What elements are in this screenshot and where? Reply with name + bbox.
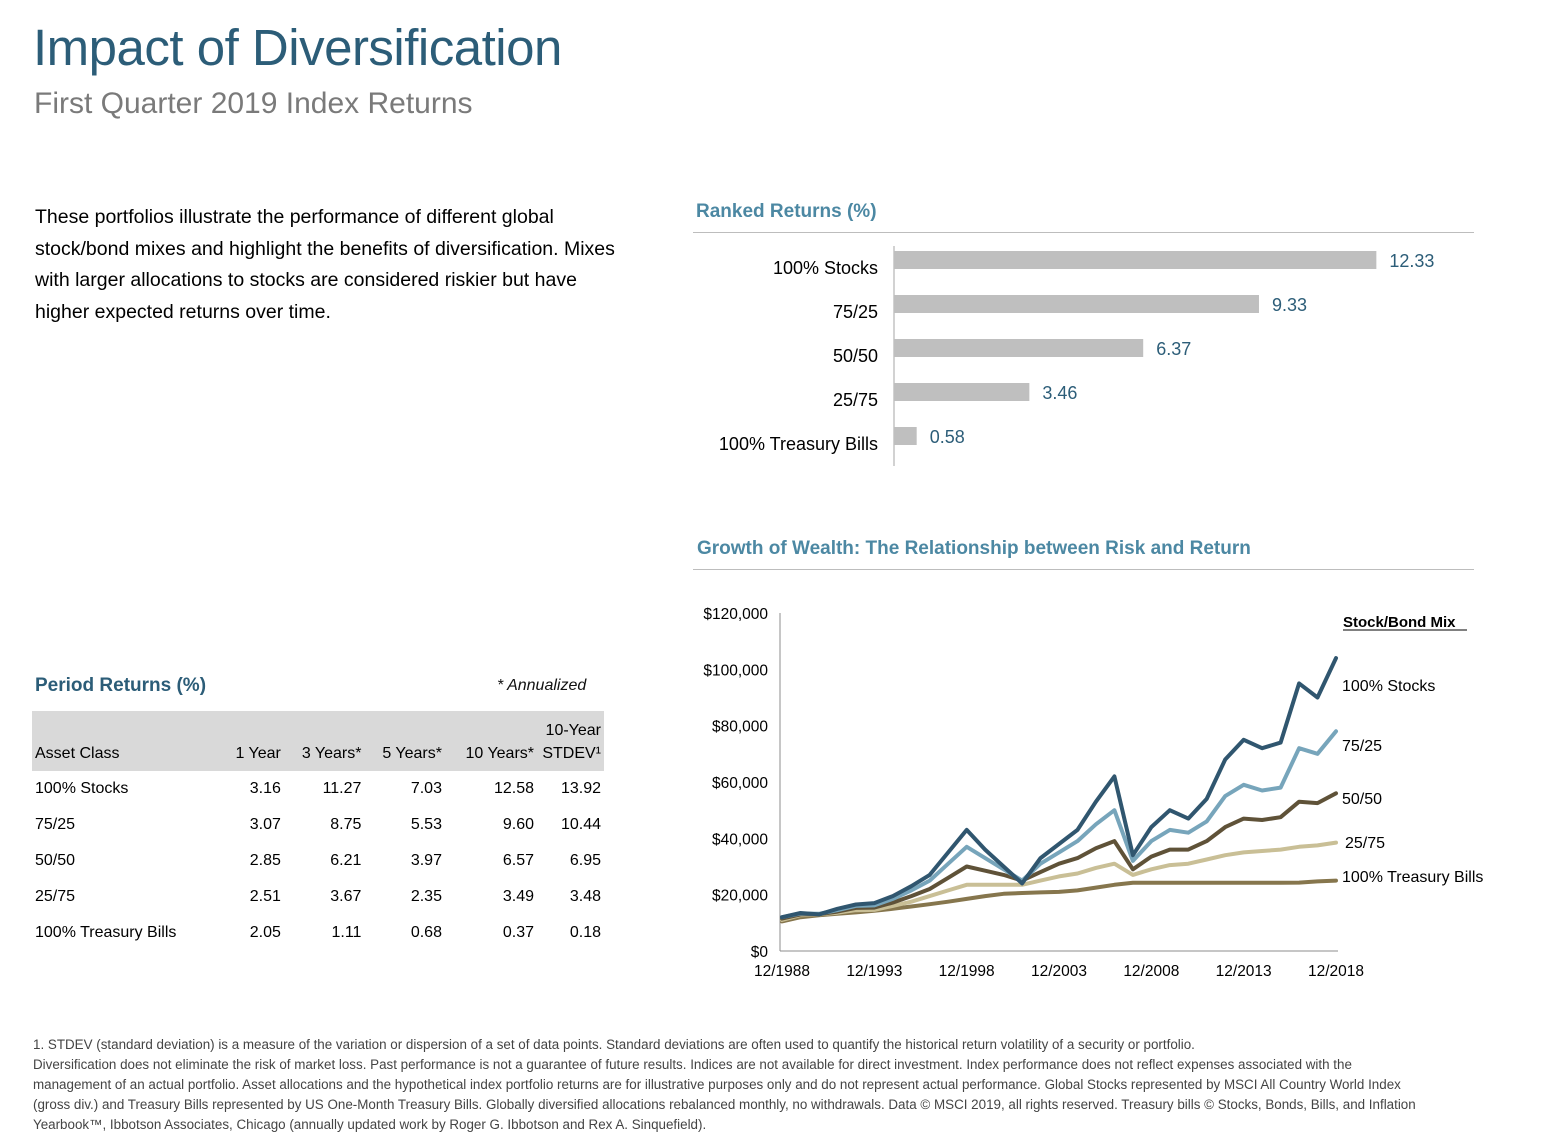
ranked-category-label: 75/25 [833, 302, 878, 322]
ranked-category-label: 50/50 [833, 346, 878, 366]
return-cell: 3.49 [502, 888, 534, 905]
ranked-bar [894, 339, 1144, 357]
return-cell: 0.37 [502, 924, 534, 941]
return-cell: 6.21 [330, 852, 362, 869]
growth-of-wealth-chart: $0 $20,000 $40,000 $60,000 $80,000 $100,000 $1… [703, 606, 1483, 980]
ranked-bar [894, 383, 1030, 401]
ranked-returns-title: Ranked Returns (%) [696, 201, 877, 222]
growth-of-wealth-title: Growth of Wealth: The Relationship betwe… [697, 538, 1251, 559]
asset-class-cell: 75/25 [35, 816, 76, 833]
asset-class-cell: 50/50 [35, 852, 76, 869]
series-end-label: 100% Stocks [1342, 678, 1435, 695]
series-line [780, 840, 1338, 922]
y-tick-label: $0 [751, 944, 769, 961]
series-end-label: 100% Treasury Bills [1342, 869, 1483, 886]
ranked-category-label: 100% Stocks [773, 258, 878, 278]
x-tick-label: 12/2018 [1308, 963, 1364, 980]
ranked-value-label: 6.37 [1156, 339, 1191, 359]
table-header-row: Asset Class 1 Year 3 Years* 5 Years* 10 … [32, 711, 604, 771]
ranked-bar [894, 251, 1377, 269]
series-line [780, 878, 1338, 924]
ranked-bar [894, 295, 1259, 313]
series-end-label: 50/50 [1342, 791, 1382, 808]
return-cell: 2.05 [249, 924, 281, 941]
period-returns-title: Period Returns (%) [35, 675, 207, 696]
return-cell: 3.67 [330, 888, 362, 905]
asset-class-cell: 100% Treasury Bills [35, 924, 177, 941]
header-asset-class: Asset Class [32, 711, 222, 771]
return-cell: 0.68 [410, 924, 442, 941]
return-cell: 7.03 [410, 780, 442, 797]
asset-class-cell: 25/75 [35, 888, 76, 905]
x-tick-label: 12/2013 [1216, 963, 1272, 980]
return-cell: 9.60 [502, 816, 534, 833]
footnote-stdev: 1. STDEV (standard deviation) is a measu… [33, 1037, 1195, 1052]
return-cell: 1.11 [331, 924, 362, 941]
table-row: 100% Stocks 3.16 11.27 7.03 12.58 13.92 [32, 771, 604, 807]
y-tick-label: $60,000 [712, 775, 768, 792]
x-tick-label: 12/1988 [754, 963, 810, 980]
page-subtitle: First Quarter 2019 Index Returns [34, 87, 473, 120]
page-title: Impact of Diversification [33, 19, 562, 76]
x-tick-label: 12/2003 [1031, 963, 1087, 980]
footnote: 1. STDEV (standard deviation) is a measu… [33, 1035, 1433, 1135]
table-row: 50/50 2.85 6.21 3.97 6.57 6.95 [32, 843, 604, 879]
ranked-value-label: 9.33 [1272, 295, 1307, 315]
series-line [780, 729, 1338, 920]
header-1-year: 1 Year [221, 711, 284, 771]
ranked-returns-chart: 100% Stocks 12.33 75/25 9.33 50/50 6.37 25/75 3… [719, 246, 1434, 466]
ranked-category-label: 100% Treasury Bills [719, 434, 878, 454]
return-cell: 3.16 [249, 780, 281, 797]
return-cell: 13.92 [560, 780, 601, 797]
return-cell: 6.57 [502, 852, 534, 869]
series-line [780, 656, 1338, 920]
header-10-years: 10 Years* [444, 711, 537, 771]
series-line [780, 791, 1338, 921]
header-5-years: 5 Years* [364, 711, 445, 771]
series-end-label: 25/75 [1345, 835, 1385, 852]
period-returns-table: Asset Class 1 Year 3 Years* 5 Years* 10 … [32, 711, 604, 951]
ranked-returns-divider [693, 232, 1474, 233]
return-cell: 3.97 [410, 852, 442, 869]
ranked-value-label: 3.46 [1042, 383, 1077, 403]
header-3-years: 3 Years* [283, 711, 365, 771]
ranked-value-label: 0.58 [930, 427, 965, 447]
footnote-disclosure: Diversification does not eliminate the r… [33, 1057, 1416, 1132]
y-tick-label: $120,000 [703, 606, 768, 623]
x-tick-label: 12/1998 [939, 963, 995, 980]
intro-paragraph: These portfolios illustrate the performa… [35, 206, 615, 323]
table-row: 25/75 2.51 3.67 2.35 3.49 3.48 [32, 879, 604, 915]
y-tick-label: $40,000 [712, 831, 768, 848]
growth-of-wealth-divider [693, 569, 1474, 570]
return-cell: 6.95 [569, 852, 601, 869]
return-cell: 8.75 [330, 816, 362, 833]
series-end-label: 75/25 [1342, 738, 1382, 755]
return-cell: 3.48 [569, 888, 601, 905]
header-10-year-stdev: 10-Year STDEV¹ [537, 711, 604, 771]
asset-class-cell: 100% Stocks [35, 780, 129, 797]
return-cell: 2.35 [410, 888, 442, 905]
return-cell: 2.51 [249, 888, 281, 905]
ranked-category-label: 25/75 [833, 390, 878, 410]
return-cell: 5.53 [410, 816, 442, 833]
y-tick-label: $80,000 [712, 719, 768, 736]
y-tick-label: $20,000 [712, 888, 768, 905]
return-cell: 0.18 [569, 924, 601, 941]
return-cell: 2.85 [249, 852, 281, 869]
return-cell: 12.58 [493, 780, 534, 797]
table-row: 100% Treasury Bills 2.05 1.11 0.68 0.37 0.18 [32, 915, 604, 951]
ranked-bar [894, 427, 917, 445]
x-tick-label: 12/1993 [846, 963, 902, 980]
annualized-note: * Annualized [497, 677, 587, 694]
y-tick-label: $100,000 [703, 662, 768, 679]
return-cell: 10.44 [560, 816, 601, 833]
return-cell: 3.07 [249, 816, 281, 833]
return-cell: 11.27 [322, 780, 362, 797]
table-row: 75/25 3.07 8.75 5.53 9.60 10.44 [32, 807, 604, 843]
legend-title: Stock/Bond Mix [1343, 614, 1456, 631]
ranked-value-label: 12.33 [1389, 251, 1434, 271]
x-tick-label: 12/2008 [1123, 963, 1179, 980]
